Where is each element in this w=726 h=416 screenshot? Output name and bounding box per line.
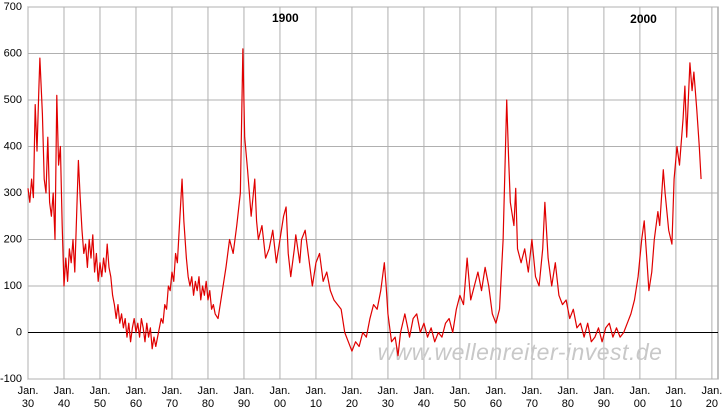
x-tick-label: Jan. 40 [413,385,435,410]
y-tick-label: 600 [4,47,22,59]
data-line [27,48,702,357]
x-tick-label: Jan. 10 [665,385,687,410]
annotation: 2000 [630,12,657,26]
x-tick-label: Jan. 30 [377,385,399,410]
y-tick-label: 500 [4,94,22,106]
x-tick-label: Jan. 80 [197,385,219,410]
x-tick-label: Jan. 40 [53,385,75,410]
annotation: 1900 [272,11,299,25]
x-tick-label: Jan. 90 [593,385,615,410]
y-tick-label: -100 [0,373,22,385]
x-tick-label: Jan. 20 [341,385,363,410]
y-tick-label: 0 [16,326,22,338]
x-tick-label: Jan. 10 [305,385,327,410]
x-tick-label: Jan. 70 [161,385,183,410]
x-tick-label: Jan. 70 [521,385,543,410]
y-tick-label: 700 [4,1,22,13]
y-tick-label: 400 [4,140,22,152]
x-tick-label: Jan. 50 [449,385,471,410]
x-tick-label: Jan. 00 [629,385,651,410]
y-tick-label: 100 [4,280,22,292]
x-tick-label: Jan. 20 [701,385,723,410]
y-tick-label: 300 [4,187,22,199]
x-tick-label: Jan. 00 [269,385,291,410]
x-tick-label: Jan. 80 [557,385,579,410]
x-tick-label: Jan. 60 [125,385,147,410]
x-tick-label: Jan. 30 [17,385,39,410]
watermark: www.wellenreiter-invest.de [378,339,663,365]
x-tick-label: Jan. 90 [233,385,255,410]
x-tick-label: Jan. 60 [485,385,507,410]
x-tick-label: Jan. 50 [89,385,111,410]
y-tick-label: 200 [4,233,22,245]
